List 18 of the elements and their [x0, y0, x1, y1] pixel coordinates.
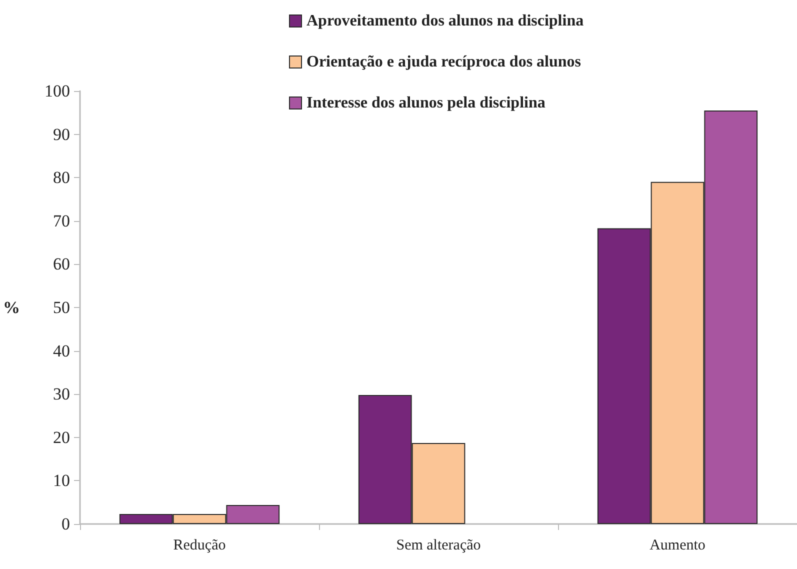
y-tick-label: 10 [53, 471, 70, 490]
x-tick-label: Sem alteração [396, 538, 481, 554]
y-tick-label: 50 [53, 298, 70, 317]
y-axis-title: % [3, 298, 20, 317]
y-tick-label: 40 [53, 341, 70, 360]
y-tick-label: 20 [53, 428, 70, 447]
y-tick-label: 70 [53, 211, 70, 230]
y-tick-label: 0 [62, 514, 70, 534]
legend-label: Aproveitamento dos alunos na disciplina [306, 12, 584, 30]
legend-label: Interesse dos alunos pela disciplina [306, 94, 546, 112]
y-tick-label: 80 [53, 168, 70, 188]
legend-label: Orientação e ajuda recíproca dos alunos [306, 54, 582, 70]
y-tick-label: 30 [53, 384, 70, 404]
y-tick-label: 60 [53, 254, 70, 274]
y-tick-label: 90 [53, 124, 70, 144]
y-tick-label: 100 [44, 82, 70, 100]
x-tick-label: Redução [173, 538, 226, 554]
x-tick-label: Aumento [650, 538, 706, 554]
